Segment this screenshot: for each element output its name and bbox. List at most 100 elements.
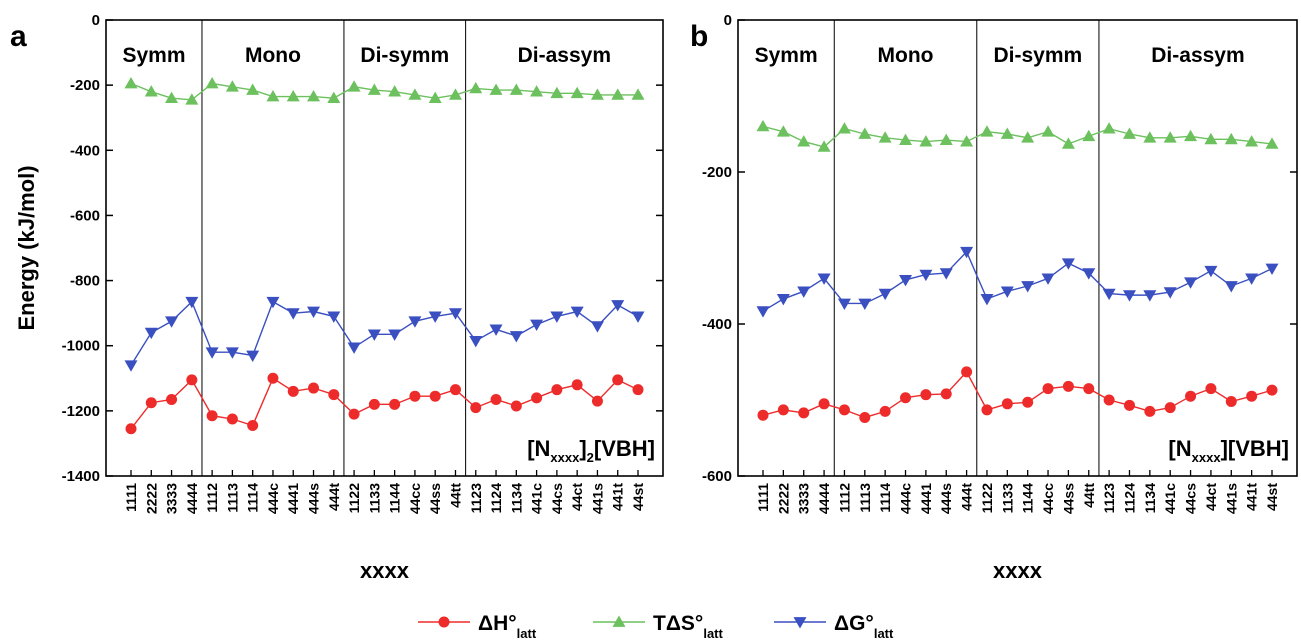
data-point <box>266 90 280 102</box>
data-point <box>777 404 789 416</box>
data-point <box>571 379 583 391</box>
data-point <box>838 404 850 416</box>
data-point <box>225 80 239 92</box>
x-tick-label: 441t <box>610 483 626 511</box>
y-tick-label: -600 <box>70 207 100 224</box>
data-point <box>1103 394 1115 406</box>
y-tick-label: -1200 <box>62 403 100 420</box>
data-point <box>1224 132 1238 145</box>
x-tick-label: 444c <box>265 483 281 514</box>
data-point <box>469 81 483 94</box>
y-tick-label: -400 <box>702 316 732 333</box>
data-point <box>590 88 604 100</box>
x-tick-label: 1134 <box>508 483 524 514</box>
data-point <box>307 306 321 319</box>
data-point <box>429 390 441 402</box>
y-tick-label: -800 <box>70 273 100 290</box>
data-point <box>267 372 279 384</box>
data-point <box>165 316 179 328</box>
data-point <box>631 311 645 323</box>
legend-item-H: ΔH°latt <box>418 612 537 641</box>
series-G <box>756 246 1279 318</box>
data-point <box>124 77 138 89</box>
x-tick-label: 4441 <box>918 483 934 514</box>
data-point <box>530 319 544 332</box>
data-point <box>756 119 770 132</box>
x-axis-title: xxxx <box>993 558 1043 583</box>
data-point <box>837 122 851 134</box>
compound-label: [Nxxxx​]2​[VBH] <box>527 436 655 465</box>
x-tick-label: 444c <box>898 483 914 514</box>
x-tick-label: 44cs <box>549 483 565 514</box>
x-tick-label: 1122 <box>979 483 995 514</box>
x-tick-label: 1113 <box>224 483 240 513</box>
x-tick-label: 1112 <box>836 483 852 513</box>
data-point <box>590 321 604 333</box>
x-tick-label: 1123 <box>1101 483 1117 514</box>
data-point <box>144 327 158 340</box>
x-tick-label: 44ss <box>427 483 443 514</box>
data-point <box>328 389 340 401</box>
compound-part: [N <box>1168 436 1191 461</box>
data-point <box>570 306 584 319</box>
y-tick-label: -1400 <box>62 468 100 485</box>
data-point <box>798 407 810 419</box>
data-point <box>632 384 644 396</box>
data-point <box>1246 390 1258 402</box>
data-point <box>367 329 381 341</box>
data-point <box>940 388 952 400</box>
group-label: Di-assym <box>518 44 611 67</box>
panel-letter: a <box>10 20 27 53</box>
data-point <box>388 329 402 341</box>
data-point <box>206 410 218 422</box>
data-point <box>449 384 461 396</box>
x-tick-label: 4444 <box>184 483 200 514</box>
data-point <box>879 405 891 417</box>
data-point <box>286 308 300 320</box>
data-point <box>428 311 442 323</box>
data-point <box>509 83 523 95</box>
data-point <box>225 347 239 359</box>
data-point <box>1000 127 1014 139</box>
data-point <box>1083 383 1095 395</box>
data-point <box>591 395 603 407</box>
legend-item-G: ΔG°latt <box>774 612 894 641</box>
data-point <box>878 288 892 301</box>
legend: ΔH°latt TΔS°latt ΔG°latt <box>418 612 894 641</box>
data-point <box>859 411 871 423</box>
x-tick-label: 2222 <box>775 483 791 514</box>
data-point <box>1163 131 1177 143</box>
data-point <box>368 398 380 410</box>
data-point <box>776 125 790 137</box>
data-point <box>1265 263 1279 276</box>
data-point <box>981 404 993 416</box>
x-tick-label: 4441 <box>285 483 301 514</box>
x-tick-label: 1122 <box>346 483 362 514</box>
legend-marker <box>438 616 450 628</box>
data-point <box>1082 129 1096 142</box>
data-point <box>266 296 280 309</box>
x-tick-label: 441c <box>529 483 545 514</box>
data-point <box>165 91 179 104</box>
legend-marker <box>793 617 807 629</box>
group-label: Di-symm <box>994 44 1083 67</box>
x-tick-label: 44ct <box>1203 483 1219 511</box>
data-point <box>920 389 932 401</box>
data-point <box>837 298 851 310</box>
compound-part: [VBH] <box>1228 436 1289 461</box>
x-tick-label: 1133 <box>999 483 1015 514</box>
compound-part: [VBH] <box>594 436 655 461</box>
data-point <box>817 273 831 285</box>
data-point <box>145 397 157 409</box>
x-tick-label: 444t <box>959 483 975 511</box>
data-point <box>489 324 503 336</box>
data-point <box>489 83 503 95</box>
compound-part: ] <box>579 436 586 461</box>
x-tick-label: 44ct <box>569 483 585 511</box>
data-point <box>246 83 260 95</box>
x-tick-label: 44st <box>630 483 646 511</box>
data-point <box>1122 127 1136 139</box>
data-point <box>347 80 361 92</box>
data-point <box>448 308 462 320</box>
